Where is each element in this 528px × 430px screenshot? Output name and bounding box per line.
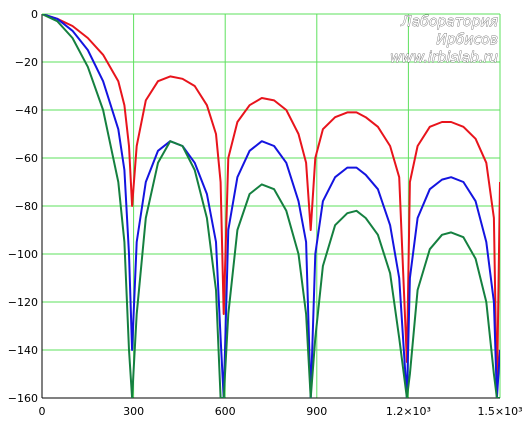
series-line-2 [42,14,500,398]
y-tick-label: −140 [8,344,38,357]
y-tick-label: −100 [8,248,38,261]
series-line-1 [42,14,500,398]
y-tick-label: −60 [15,152,38,165]
y-tick-label: −80 [15,200,38,213]
y-tick-label: 0 [31,8,38,21]
watermark-line-3: www.irbislab.ru [390,50,498,66]
series-line-3 [42,14,500,398]
x-tick-label: 900 [306,405,327,418]
x-tick-label: 300 [123,405,144,418]
y-tick-label: −40 [15,104,38,117]
y-tick-label: −120 [8,296,38,309]
x-tick-label: 0 [39,405,46,418]
x-tick-label: 1.5×10³ [477,405,522,418]
axis-frame [41,14,500,399]
y-tick-label: −160 [8,392,38,405]
y-tick-labels: 0 −20 −40 −60 −80 −100 −120 −140 −160 [8,8,38,405]
x-tick-label: 1.2×10³ [386,405,431,418]
series-lines [42,14,500,398]
x-tick-labels: 0 300 600 900 1.2×10³ 1.5×10³ [39,405,523,418]
grid-lines [41,13,501,399]
y-tick-label: −20 [15,56,38,69]
watermark-line-1: Лаборатория [400,14,498,30]
x-tick-label: 600 [215,405,236,418]
watermark-line-2: Ирбисов [436,32,498,48]
